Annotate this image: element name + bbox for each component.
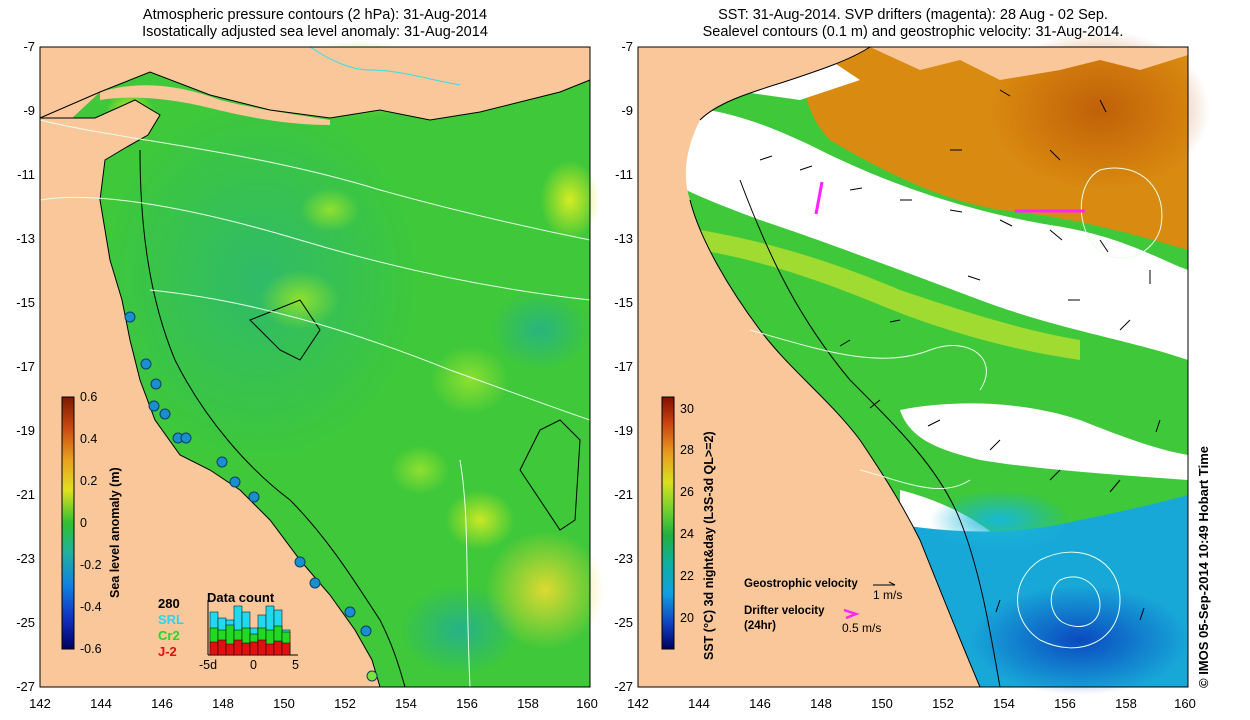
left-xtick: 144 [90, 696, 112, 711]
hist-xtick: -5d [199, 658, 218, 672]
left-ytick: -17 [16, 359, 35, 374]
left-title: Atmospheric pressure contours (2 hPa): 3… [40, 7, 590, 41]
right-xtick: 146 [749, 696, 771, 711]
sla-cb-tick: -0.6 [80, 642, 102, 656]
sst-cb-tick: 30 [680, 402, 694, 416]
source-j2: J-2 [158, 644, 177, 659]
left-ytick: -19 [16, 423, 35, 438]
left-ytick: -13 [16, 231, 35, 246]
left-ytick: -15 [16, 295, 35, 310]
right-ytick: -13 [614, 231, 633, 246]
source-cr2: Cr2 [158, 628, 180, 643]
data-count-number: 280 [158, 596, 180, 611]
left-ytick: -23 [16, 551, 35, 566]
right-ytick: -7 [621, 39, 633, 54]
right-ytick: -11 [615, 167, 633, 182]
sla-cb-title: Sea level anomaly (m) [108, 467, 122, 598]
right-xtick: 148 [810, 696, 832, 711]
left-xtick: 154 [395, 696, 417, 711]
right-ytick: -9 [621, 103, 633, 118]
drifter-velocity-sub: (24hr) [744, 620, 776, 632]
geo-velocity-scale: 1 m/s [873, 588, 903, 602]
right-title: SST: 31-Aug-2014. SVP drifters (magenta)… [638, 7, 1188, 41]
source-srl: SRL [158, 612, 184, 627]
right-xtick: 152 [932, 696, 954, 711]
sst-cb-tick: 24 [680, 527, 694, 541]
right-ytick: -23 [614, 551, 633, 566]
right-ytick: -21 [614, 487, 633, 502]
right-ytick: -19 [614, 423, 633, 438]
data-count-title: Data count [207, 590, 275, 605]
right-xtick: 150 [871, 696, 893, 711]
left-ytick: -11 [17, 167, 35, 182]
right-xtick: 154 [993, 696, 1015, 711]
left-ytick: -25 [16, 615, 35, 630]
data-count-histogram [207, 600, 298, 656]
geo-velocity-label: Geostrophic velocity [744, 578, 858, 590]
sst-cb-tick: 20 [680, 611, 694, 625]
right-ytick: -15 [614, 295, 633, 310]
right-xtick: 142 [627, 696, 649, 711]
sla-cb-tick: 0 [80, 516, 87, 530]
left-xtick: 158 [517, 696, 539, 711]
right-title-line2: Sealevel contours (0.1 m) and geostrophi… [702, 24, 1124, 40]
left-ytick: -7 [23, 39, 35, 54]
left-title-line2: Isostatically adjusted sea level anomaly… [142, 24, 488, 40]
hist-xtick: 0 [250, 658, 257, 672]
right-xtick: 144 [688, 696, 710, 711]
sla-cb-tick: -0.4 [80, 600, 102, 614]
right-ytick: -17 [614, 359, 633, 374]
sla-cb-tick: 0.2 [80, 474, 98, 488]
credit-text: © IMOS 05-Sep-2014 10:49 Hobart Time [1196, 446, 1211, 688]
left-xtick: 160 [576, 696, 598, 711]
sst-cb-tick: 26 [680, 485, 694, 499]
left-ytick: -9 [23, 103, 35, 118]
sla-cb-tick: 0.4 [80, 432, 98, 446]
right-xtick: 158 [1115, 696, 1137, 711]
sst-cb-tick: 28 [680, 443, 694, 457]
hist-xtick: 5 [292, 658, 299, 672]
left-ytick: -21 [16, 487, 35, 502]
sla-cb-tick: -0.2 [80, 558, 102, 572]
drifter-velocity-label: Drifter velocity [744, 605, 825, 617]
left-xtick: 146 [151, 696, 173, 711]
sla-cb-tick: 0.6 [80, 390, 98, 404]
left-xtick: 150 [273, 696, 295, 711]
drifter-velocity-scale: 0.5 m/s [842, 621, 882, 635]
right-xtick: 156 [1054, 696, 1076, 711]
sst-cb-title: SST (°C) 3d night&day (L3S-3d QL>=2) [702, 431, 716, 660]
left-xtick: 152 [334, 696, 356, 711]
left-xtick: 142 [29, 696, 51, 711]
left-title-line1: Atmospheric pressure contours (2 hPa): 3… [142, 7, 488, 23]
left-xtick: 148 [212, 696, 234, 711]
right-ytick: -27 [614, 679, 633, 694]
right-xtick: 160 [1174, 696, 1196, 711]
left-ytick: -27 [16, 679, 35, 694]
sst-cb-tick: 22 [680, 569, 694, 583]
right-ytick: -25 [614, 615, 633, 630]
left-xtick: 156 [456, 696, 478, 711]
right-title-line1: SST: 31-Aug-2014. SVP drifters (magenta)… [718, 7, 1108, 23]
